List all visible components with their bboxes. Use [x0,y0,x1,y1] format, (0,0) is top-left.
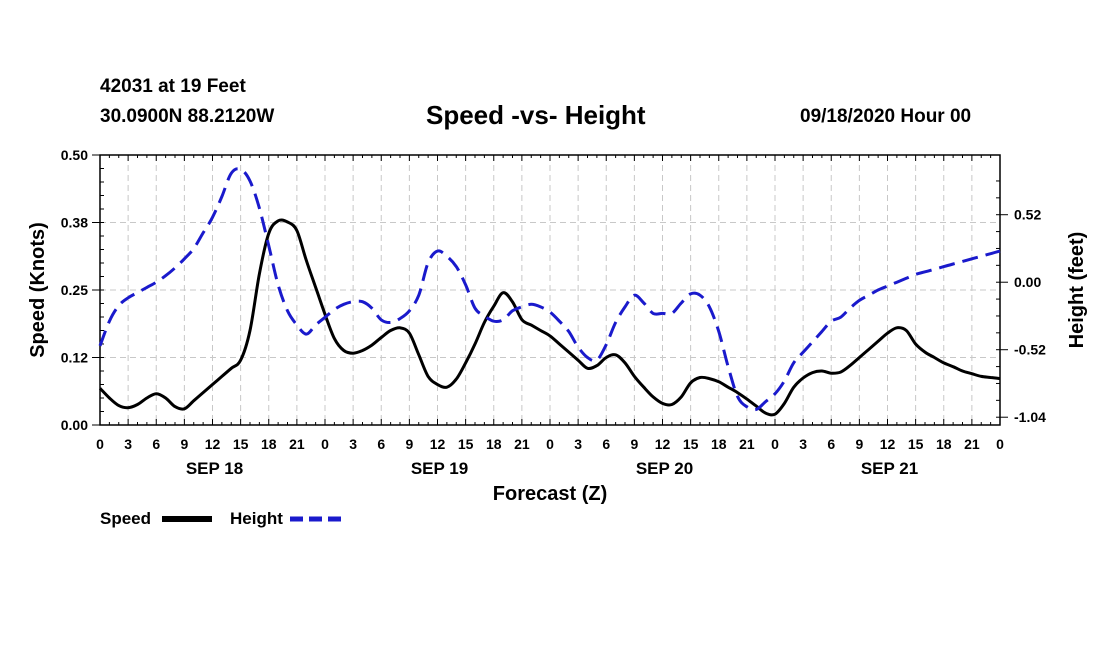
x-tick-label: 18 [261,436,277,452]
plot-frame [99,154,1001,426]
x-tick-label: 0 [96,436,104,452]
x-tick-label: 9 [630,436,638,452]
y-tick-label: 0.38 [61,215,88,231]
grid [100,155,1000,425]
y-tick-label: 0.50 [61,147,88,163]
x-tick-label: 15 [233,436,249,452]
day-label: SEP 18 [186,459,243,478]
x-tick-label: 12 [205,436,221,452]
y-tick-label: 0.25 [61,282,88,298]
x-tick-label: 21 [964,436,980,452]
y2-tick-label: -1.04 [1014,409,1046,425]
series-line-height [98,167,1001,412]
x-tick-label: 9 [405,436,413,452]
chart-title: Speed -vs- Height [426,100,646,130]
x-tick-label: 15 [458,436,474,452]
x-tick-label: 6 [377,436,385,452]
y-tick-label: 0.12 [61,350,88,366]
day-label: SEP 19 [411,459,468,478]
day-label: SEP 21 [861,459,918,478]
day-label: SEP 20 [636,459,693,478]
x-tick-label: 21 [514,436,530,452]
x-tick-label: 6 [602,436,610,452]
position-label: 30.0900N 88.2120W [100,106,275,127]
series-line-speed [98,218,1001,417]
x-tick-label: 18 [486,436,502,452]
x-tick-label: 21 [739,436,755,452]
x-tick-label: 9 [180,436,188,452]
x-tick-label: 3 [799,436,807,452]
x-tick-label: 0 [996,436,1004,452]
x-tick-label: 0 [771,436,779,452]
x-tick-label: 15 [908,436,924,452]
datetime-label: 09/18/2020 Hour 00 [800,106,972,127]
x-tick-label: 3 [574,436,582,452]
x-tick-label: 12 [430,436,446,452]
x-tick-label: 0 [321,436,329,452]
x-tick-label: 9 [855,436,863,452]
y2-axis-title: Height (feet) [1066,232,1088,349]
legend-height-swatch [290,516,344,522]
x-tick-label: 6 [827,436,835,452]
x-tick-label: 18 [936,436,952,452]
y2-tick-label: -0.52 [1014,342,1046,358]
y-tick-label: 0.00 [61,417,88,433]
x-tick-label: 6 [152,436,160,452]
y2-tick-label: 0.52 [1014,207,1041,223]
x-tick-label: 12 [655,436,671,452]
x-tick-label: 21 [289,436,305,452]
station-label: 42031 at 19 Feet [100,76,246,97]
x-tick-label: 12 [880,436,896,452]
legend-height-label: Height [230,509,283,528]
x-tick-label: 3 [349,436,357,452]
x-tick-label: 3 [124,436,132,452]
y-axis-title: Speed (Knots) [27,222,49,358]
axes [92,154,1008,426]
legend-speed-label: Speed [100,509,152,528]
legend-speed-swatch [162,516,212,522]
y2-tick-label: 0.00 [1014,274,1041,290]
x-tick-label: 18 [711,436,727,452]
axis-labels: 0 3 6 9 12 15 18 21 0 3 6 9 12 15 18 21 0 3 6 9 12 15 18 21 0 3 6 9… [27,147,1088,505]
series-layer [98,167,1001,417]
x-tick-label: 0 [546,436,554,452]
x-axis-title: Forecast (Z) [493,483,607,505]
x-tick-label: 15 [683,436,699,452]
